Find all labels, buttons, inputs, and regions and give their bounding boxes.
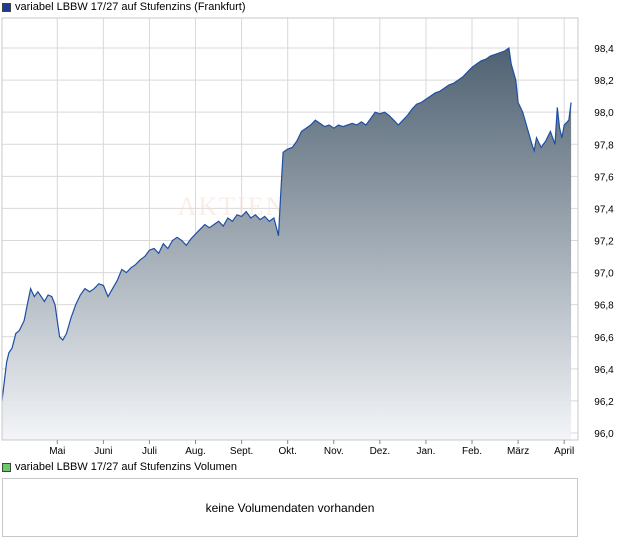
y-tick-label: 96,0 (594, 429, 614, 440)
x-tick-label: Sept. (230, 446, 253, 457)
x-axis: Mai Juni Juli Aug. Sept. Okt. Nov. Dez. Jan. Feb.… (49, 440, 574, 457)
y-tick-label: 96,4 (594, 365, 614, 376)
y-tick-label: 97,6 (594, 172, 614, 183)
plot-frame (1, 17, 579, 441)
price-area-fill (2, 48, 572, 440)
watermark-text: AKTIEN (178, 192, 287, 221)
y-axis: 98,4 98,2 98,0 97,8 97,6 97,4 97,2 97,0 96,8 96,6… (594, 44, 614, 440)
price-legend: variabel LBBW 17/27 auf Stufenzins (Fran… (2, 0, 246, 14)
y-tick-label: 96,6 (594, 333, 614, 344)
price-series-line (1, 46, 572, 401)
volume-legend-swatch (2, 462, 11, 472)
y-tick-label: 98,2 (594, 76, 614, 87)
x-tick-label: Jan. (416, 446, 435, 457)
x-tick-label: Juli (142, 446, 157, 457)
y-tick-label: 98,0 (594, 108, 614, 119)
volume-legend: variabel LBBW 17/27 auf Stufenzins Volum… (2, 460, 237, 474)
volume-empty-message: keine Volumendaten vorhanden (205, 500, 375, 515)
x-tick-label: März (507, 446, 529, 457)
x-tick-label: Feb. (462, 446, 482, 457)
x-tick-label: April (554, 446, 574, 457)
x-tick-label: Juni (94, 446, 112, 457)
volume-legend-label: variabel LBBW 17/27 auf Stufenzins Volum… (15, 461, 237, 473)
x-tick-label: Aug. (185, 446, 206, 457)
y-tick-label: 96,8 (594, 301, 614, 312)
price-chart: AKTIEN 98,498,298,097,897,697,497,297,09… (1, 17, 614, 457)
x-tick-label: Dez. (370, 446, 391, 457)
y-tick-label: 97,4 (594, 204, 614, 215)
x-tick-label: Nov. (324, 446, 344, 457)
price-legend-swatch (2, 2, 11, 12)
y-tick-label: 97,8 (594, 140, 614, 151)
x-tick-label: Okt. (279, 446, 297, 457)
y-tick-label: 96,2 (594, 397, 614, 408)
volume-panel: keine Volumendaten vorhanden (2, 478, 578, 537)
y-tick-label: 98,4 (594, 44, 614, 55)
y-tick-label: 97,0 (594, 269, 614, 280)
price-legend-label: variabel LBBW 17/27 auf Stufenzins (Fran… (15, 1, 246, 13)
y-tick-label: 97,2 (594, 237, 614, 248)
x-tick-label: Mai (49, 446, 65, 457)
